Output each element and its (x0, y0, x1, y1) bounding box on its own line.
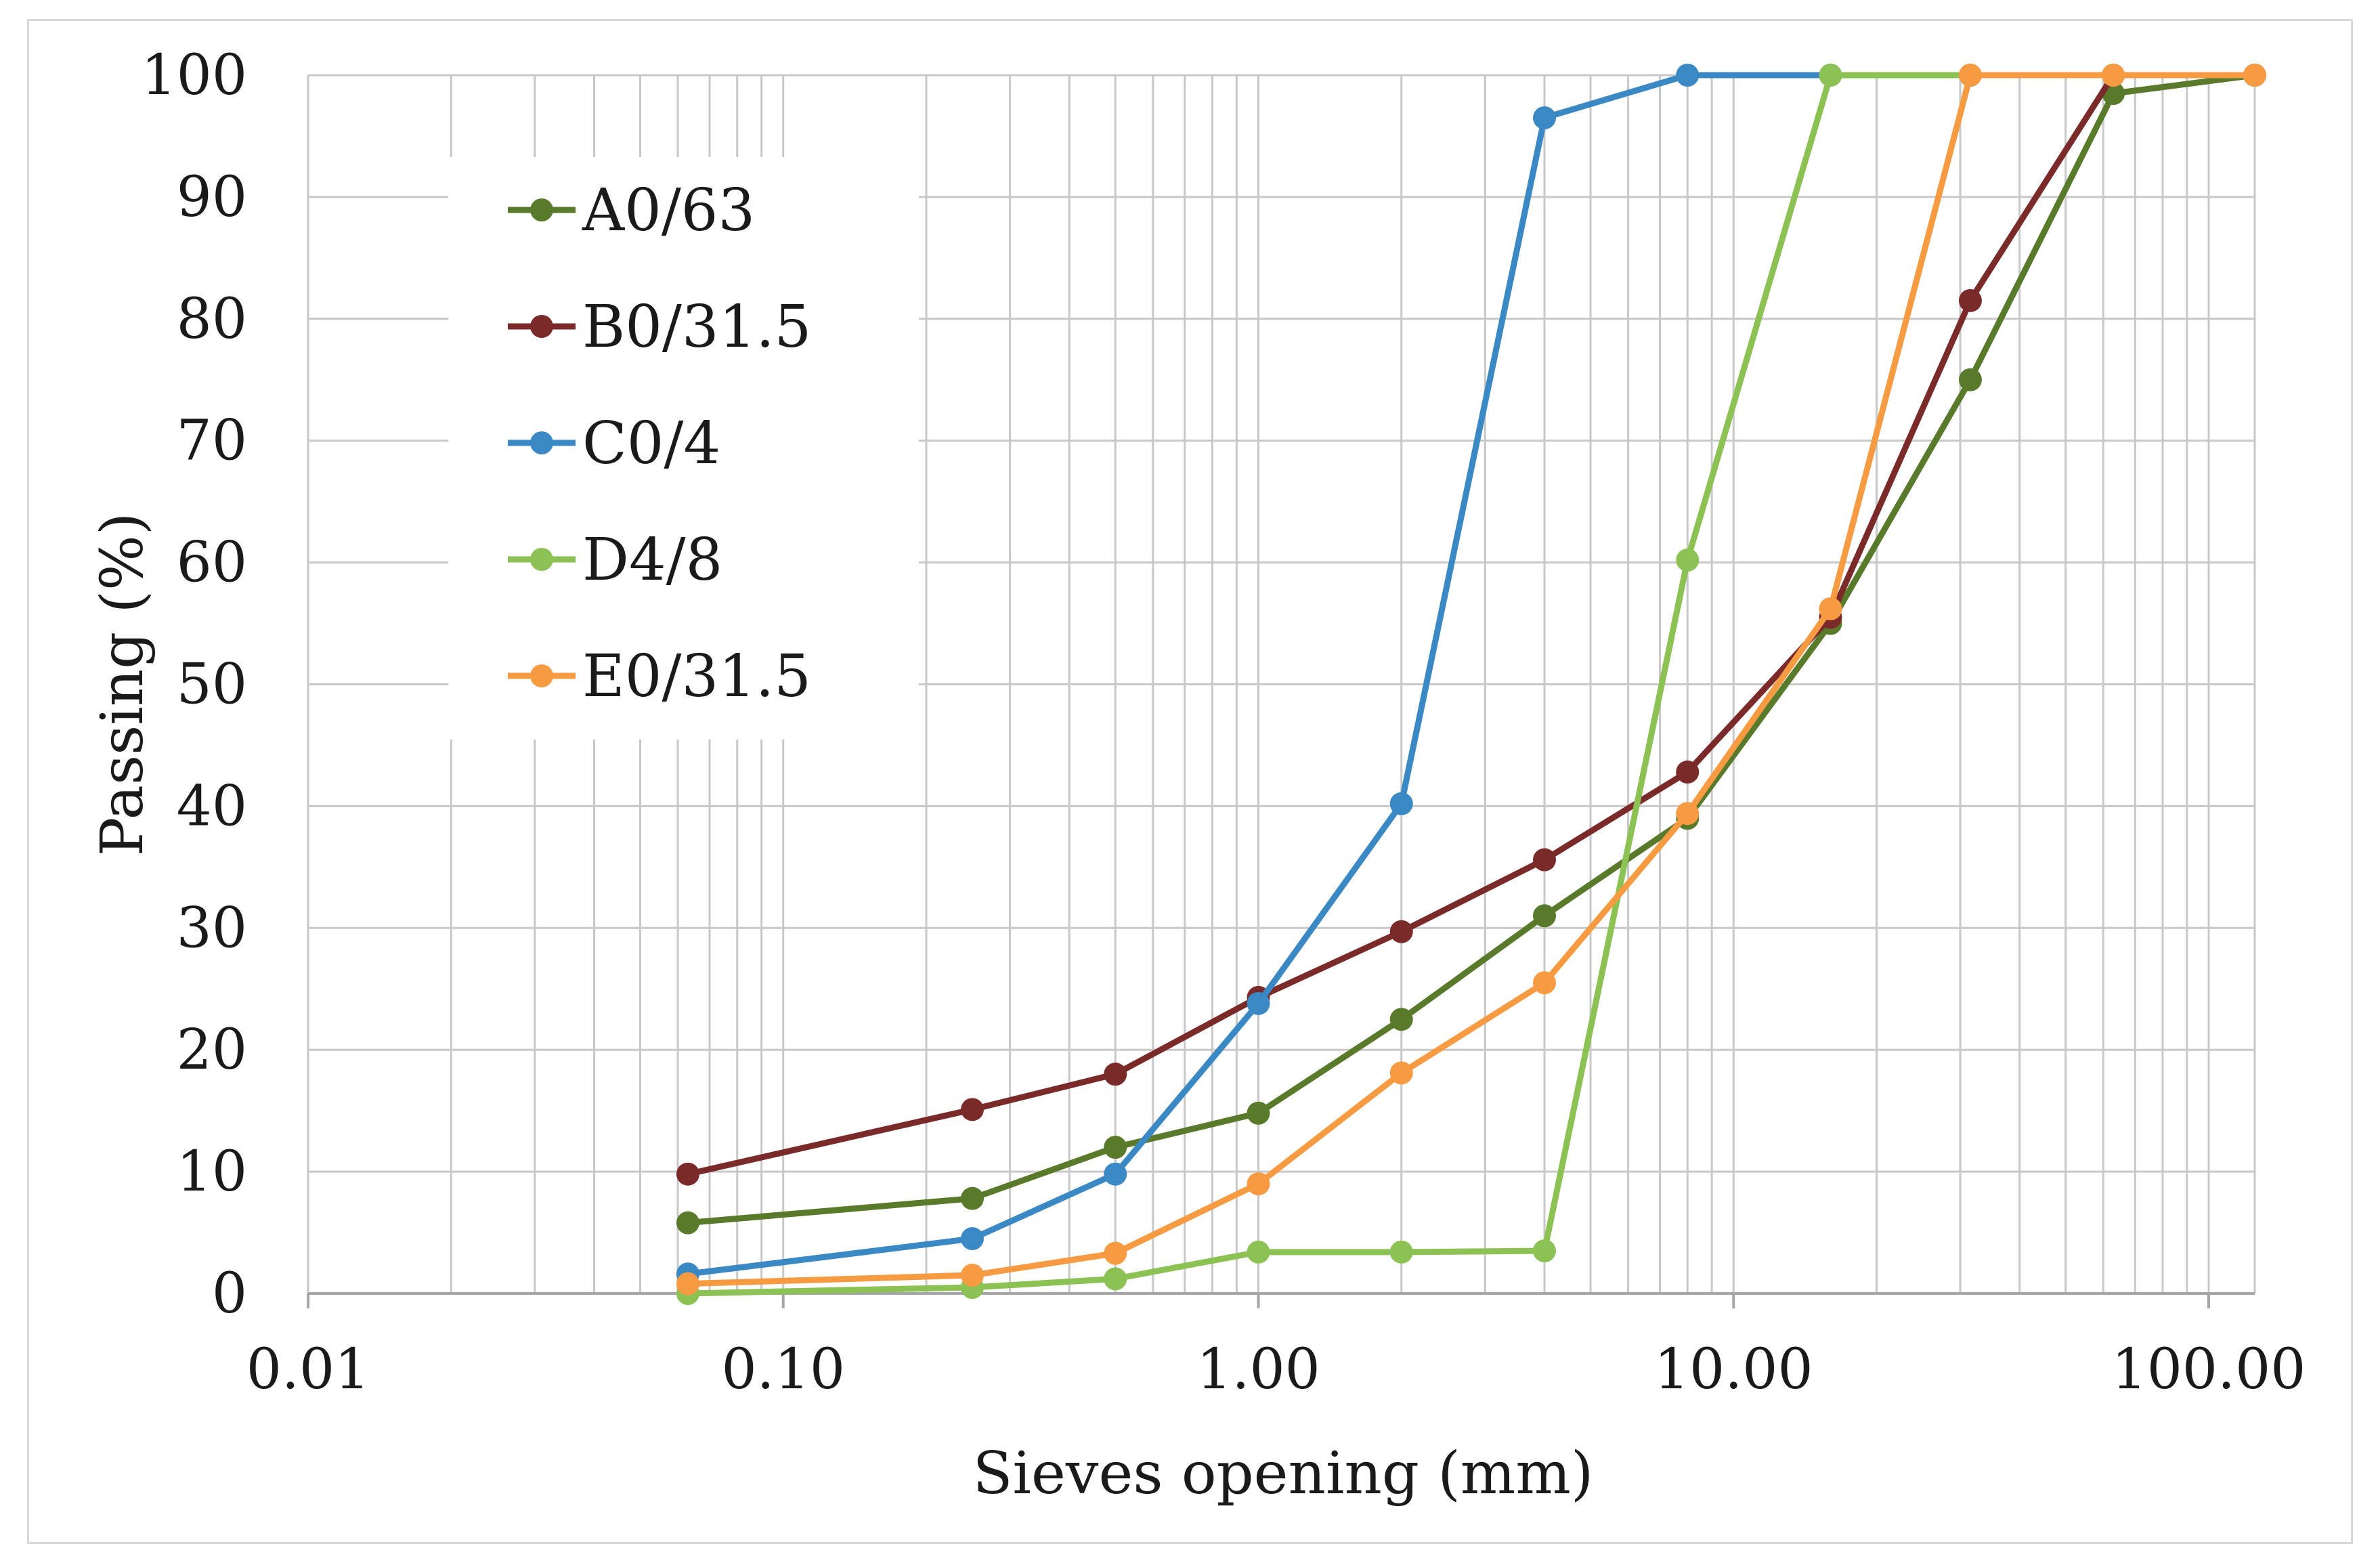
data-point (1958, 288, 1982, 312)
x-tick-label: 0.01 (246, 1337, 370, 1402)
data-point (1819, 597, 1842, 620)
data-point (1104, 1162, 1127, 1186)
legend-entry: B0/31.5 (508, 293, 811, 361)
data-point (676, 1211, 699, 1235)
y-tick-label: 30 (177, 896, 247, 960)
data-point (676, 1272, 699, 1296)
y-tick-label: 20 (177, 1018, 247, 1082)
legend-swatch-marker (530, 198, 553, 221)
series (676, 64, 2266, 1305)
data-point (1532, 106, 1556, 129)
y-tick-label: 40 (177, 774, 247, 838)
legend-label: A0/63 (582, 177, 755, 244)
x-tick-label: 0.10 (721, 1337, 845, 1402)
data-point (1819, 64, 1842, 87)
data-point (961, 1264, 985, 1287)
legend-swatch-marker (530, 315, 553, 338)
y-tick-label: 60 (177, 531, 247, 595)
data-point (1958, 64, 1982, 87)
data-point (1532, 848, 1556, 872)
tick-labels: 0.01 0.10 1.00 10.00 100.00 0 10 20 30 40 50 60 70 80… (141, 43, 2306, 1402)
data-point (1532, 971, 1556, 995)
legend-swatch-marker (530, 431, 553, 454)
data-point (1389, 1008, 1413, 1031)
legend-entry: C0/4 (508, 410, 720, 477)
legend-background (448, 157, 919, 740)
legend-entry: E0/31.5 (508, 643, 811, 710)
y-tick-label: 50 (177, 653, 247, 717)
data-point (1247, 1240, 1270, 1264)
data-point (1532, 1239, 1556, 1263)
data-point (1104, 1241, 1127, 1265)
legend-label: D4/8 (582, 526, 722, 594)
x-tick-label: 100.00 (2112, 1337, 2306, 1402)
data-point (1676, 549, 1700, 572)
data-point (1389, 792, 1413, 815)
chart-frame (27, 19, 2353, 1544)
data-point (1532, 904, 1556, 928)
legend-swatch-marker (530, 664, 553, 687)
y-tick-label: 90 (177, 165, 247, 230)
data-point (1247, 991, 1270, 1015)
x-axis-title: Sieves opening (mm) (973, 1440, 1594, 1507)
data-point (676, 1162, 699, 1186)
legend-swatch-marker (530, 548, 553, 571)
data-point (961, 1098, 985, 1121)
data-point (1958, 368, 1982, 391)
y-tick-label: 10 (177, 1140, 247, 1204)
legend: A0/63 B0/31.5 C0/4 D4/8 E0/31.5 (448, 157, 919, 740)
data-point (1104, 1267, 1127, 1291)
y-tick-label: 80 (177, 287, 247, 351)
data-point (961, 1227, 985, 1251)
legend-entry: A0/63 (508, 177, 755, 244)
y-tick-label: 100 (141, 43, 247, 108)
data-point (961, 1186, 985, 1210)
y-tick-label: 0 (212, 1262, 247, 1326)
data-point (1104, 1063, 1127, 1086)
data-point (2243, 64, 2266, 87)
data-point (1676, 64, 1700, 87)
data-point (1247, 1172, 1270, 1196)
data-point (1676, 761, 1700, 784)
data-point (1247, 1101, 1270, 1125)
data-point (1389, 1240, 1413, 1264)
legend-entry: D4/8 (508, 526, 722, 594)
legend-label: E0/31.5 (582, 643, 811, 710)
legend-label: C0/4 (582, 410, 720, 477)
data-point (1389, 920, 1413, 943)
x-tick-label: 1.00 (1196, 1337, 1320, 1402)
data-point (1676, 802, 1700, 826)
legend-label: B0/31.5 (582, 293, 811, 361)
y-tick-label: 70 (177, 409, 247, 473)
data-point (1389, 1061, 1413, 1085)
x-tick-label: 10.00 (1654, 1337, 1813, 1402)
data-point (2102, 64, 2125, 87)
data-point (1104, 1136, 1127, 1159)
y-axis-title: Passing (%) (89, 513, 156, 857)
series-E0/31.5 (676, 64, 2266, 1296)
